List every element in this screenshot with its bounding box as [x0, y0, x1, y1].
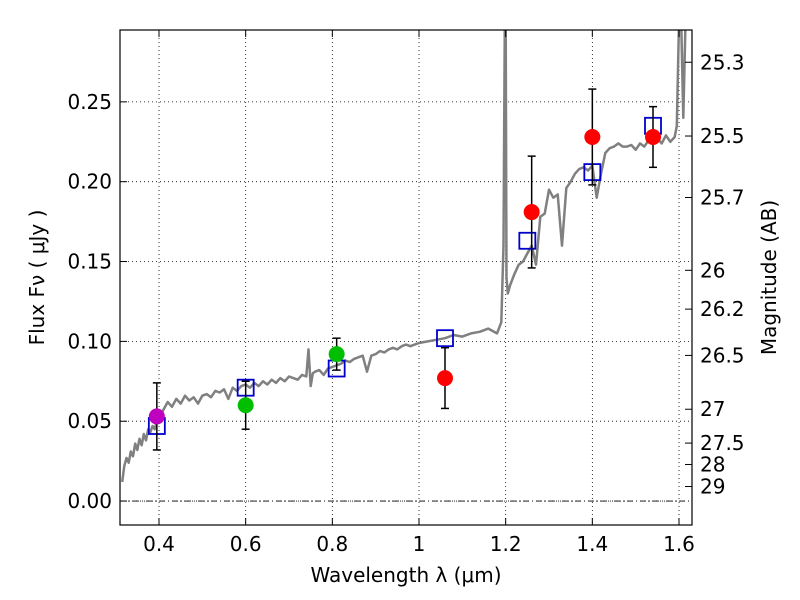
- grid: [120, 30, 692, 525]
- x-tick-label: 0.6: [230, 532, 262, 556]
- x-tick-label: 0.4: [143, 532, 175, 556]
- mag-tick-label: 25.3: [700, 50, 745, 74]
- mag-tick-label: 29: [700, 475, 725, 499]
- x-tick-label: 1.4: [576, 532, 608, 556]
- mag-tick-label: 25.5: [700, 124, 745, 148]
- observed-point: [237, 397, 254, 414]
- y-tick-label: 0.10: [67, 329, 112, 353]
- y-tick-label: 0.25: [67, 90, 112, 114]
- observed-point: [328, 346, 345, 363]
- y2-axis-label: Magnitude (AB): [757, 200, 781, 355]
- y-tick-label: 0.15: [67, 250, 112, 274]
- model-spectrum-line: [120, 30, 687, 483]
- mag-tick-label: 25.7: [700, 186, 745, 210]
- observed-point: [148, 408, 165, 425]
- observed-point: [584, 128, 601, 145]
- observed-point: [645, 128, 661, 145]
- observed-point: [523, 204, 540, 221]
- mag-tick-label: 27: [700, 397, 725, 421]
- x-tick-label: 1: [413, 532, 426, 556]
- x-tick-label: 1.6: [663, 532, 695, 556]
- observed-point: [437, 370, 453, 387]
- mag-tick-label: 26.2: [700, 297, 745, 321]
- x-tick-label: 1.2: [490, 532, 522, 556]
- model-photometry-square: [436, 329, 454, 348]
- model-spectrum: [120, 30, 687, 483]
- y-tick-label: 0.05: [67, 409, 112, 433]
- mag-tick-label: 28: [700, 452, 725, 476]
- mag-tick-label: 26.5: [700, 343, 745, 367]
- plot-frame: [119, 29, 693, 526]
- model-photometry-square: [518, 231, 537, 250]
- y-tick-label: 0.00: [67, 489, 112, 513]
- mag-tick-label: 27.5: [700, 431, 745, 455]
- mag-tick-label: 26: [700, 258, 725, 282]
- data-points: [147, 88, 662, 451]
- y-tick-label: 0.20: [67, 170, 112, 194]
- x-tick-label: 0.8: [316, 532, 348, 556]
- y-axis-label: Flux Fν ( μJy ): [25, 210, 49, 346]
- axis-ticks: 0.4 0.6 0.8 1 1.2 1.4 1.6 0.00 0.05 0.10 0.15 0.20 0…: [67, 30, 745, 556]
- x-axis-label: Wavelength λ (μm): [310, 563, 501, 587]
